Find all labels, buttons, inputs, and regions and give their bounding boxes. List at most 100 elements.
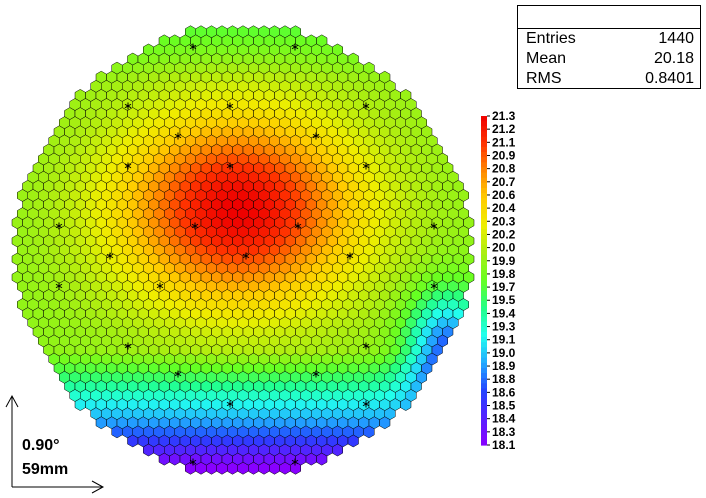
color-scale-segment xyxy=(481,146,487,153)
color-scale-segment xyxy=(481,229,487,235)
color-scale-segment xyxy=(481,373,487,379)
color-scale-label: 19.1 xyxy=(492,333,516,347)
color-scale-segment xyxy=(481,357,487,364)
color-scale-segment xyxy=(481,378,487,384)
color-scale-segment xyxy=(481,172,487,179)
color-scale-label: 19.4 xyxy=(492,306,516,320)
color-scale-segment xyxy=(481,249,487,256)
color-scale-segment xyxy=(481,301,487,307)
color-scale: 21.321.221.120.920.820.720.620.420.320.2… xyxy=(481,109,516,452)
color-scale-segment xyxy=(481,337,487,343)
color-scale-segment xyxy=(481,208,487,215)
color-scale-label: 18.4 xyxy=(492,412,516,426)
hex-cell xyxy=(400,398,412,411)
scale-label: 59mm xyxy=(22,461,69,478)
hex-cell xyxy=(363,425,375,439)
mean-value: 20.18 xyxy=(653,50,694,67)
color-scale-segment xyxy=(481,265,487,271)
stats-entries: Entries 1440 xyxy=(518,29,700,49)
color-scale-label: 20.0 xyxy=(492,241,516,255)
color-scale-segment xyxy=(481,193,487,199)
color-scale-segment xyxy=(481,151,487,158)
color-scale-label: 21.1 xyxy=(492,135,516,149)
color-scale-segment xyxy=(481,167,487,174)
star-marker xyxy=(242,252,250,260)
stats-mean: Mean 20.18 xyxy=(518,49,700,69)
color-scale-segment xyxy=(481,414,487,420)
color-scale-segment xyxy=(481,367,487,374)
star-marker xyxy=(312,132,320,140)
color-scale-segment xyxy=(481,424,487,431)
star-marker xyxy=(156,282,164,290)
stats-title xyxy=(518,6,700,29)
color-scale-label: 19.8 xyxy=(492,267,516,281)
star-marker xyxy=(124,102,132,110)
color-scale-label: 19.3 xyxy=(492,320,516,334)
star-marker xyxy=(362,102,370,110)
color-scale-label: 20.3 xyxy=(492,214,516,228)
color-scale-segment xyxy=(481,239,487,246)
color-scale-segment xyxy=(481,362,487,369)
star-marker xyxy=(312,370,320,378)
color-scale-segment xyxy=(481,116,487,122)
color-scale-label: 19.7 xyxy=(492,280,516,294)
entries-label: Entries xyxy=(526,30,576,47)
color-scale-segment xyxy=(481,157,487,163)
stats-box: Entries 1440 Mean 20.18 RMS 0.8401 xyxy=(517,5,701,89)
color-scale-label: 20.2 xyxy=(492,227,516,241)
color-scale-segment xyxy=(481,285,487,292)
color-scale-label: 19.5 xyxy=(492,293,516,307)
color-scale-label: 18.6 xyxy=(492,385,516,399)
star-markers xyxy=(55,43,438,466)
star-marker xyxy=(226,400,234,408)
color-scale-segment xyxy=(481,141,487,148)
star-marker xyxy=(174,370,182,378)
color-scale-segment xyxy=(481,434,487,441)
color-scale-segment xyxy=(481,419,487,426)
color-scale-label: 20.8 xyxy=(492,162,516,176)
color-scale-label: 18.3 xyxy=(492,425,516,439)
star-marker xyxy=(294,222,302,230)
stats-rms: RMS 0.8401 xyxy=(518,69,700,89)
color-scale-segment xyxy=(481,177,487,184)
star-marker xyxy=(55,282,63,290)
star-marker xyxy=(106,252,114,260)
color-scale-segment xyxy=(481,321,487,328)
star-marker xyxy=(430,282,438,290)
color-scale-label: 19.9 xyxy=(492,254,516,268)
star-marker xyxy=(174,132,182,140)
star-marker xyxy=(55,222,63,230)
color-scale-segment xyxy=(481,270,487,276)
color-scale-segment xyxy=(481,218,487,225)
hex-cell xyxy=(347,434,359,448)
hex-cell xyxy=(332,443,343,457)
color-scale-segment xyxy=(481,275,487,282)
star-marker xyxy=(362,342,370,350)
color-scale-label: 19.0 xyxy=(492,346,516,360)
color-scale-segment xyxy=(481,383,487,390)
color-scale-segment xyxy=(481,342,487,348)
star-marker xyxy=(346,252,354,260)
color-scale-label: 20.6 xyxy=(492,188,516,202)
color-scale-segment xyxy=(481,213,487,220)
color-scale-segment xyxy=(481,393,487,400)
star-marker xyxy=(124,342,132,350)
color-scale-segment xyxy=(481,187,487,194)
color-scale-label: 18.8 xyxy=(492,372,516,386)
color-scale-segment xyxy=(481,439,487,446)
color-scale-segment xyxy=(481,295,487,302)
color-scale-segment xyxy=(481,131,487,138)
color-scale-segment xyxy=(481,121,487,127)
color-scale-segment xyxy=(481,326,487,333)
hex-cells xyxy=(11,25,475,475)
hex-cell xyxy=(290,461,301,475)
color-scale-segment xyxy=(481,347,487,354)
star-marker xyxy=(362,400,370,408)
star-marker xyxy=(189,43,197,51)
color-scale-label: 21.3 xyxy=(492,109,516,123)
color-scale-segment xyxy=(481,398,487,405)
color-scale-segment xyxy=(481,306,487,312)
star-marker xyxy=(291,458,299,466)
color-scale-label: 20.4 xyxy=(492,201,516,215)
color-scale-segment xyxy=(481,223,487,230)
